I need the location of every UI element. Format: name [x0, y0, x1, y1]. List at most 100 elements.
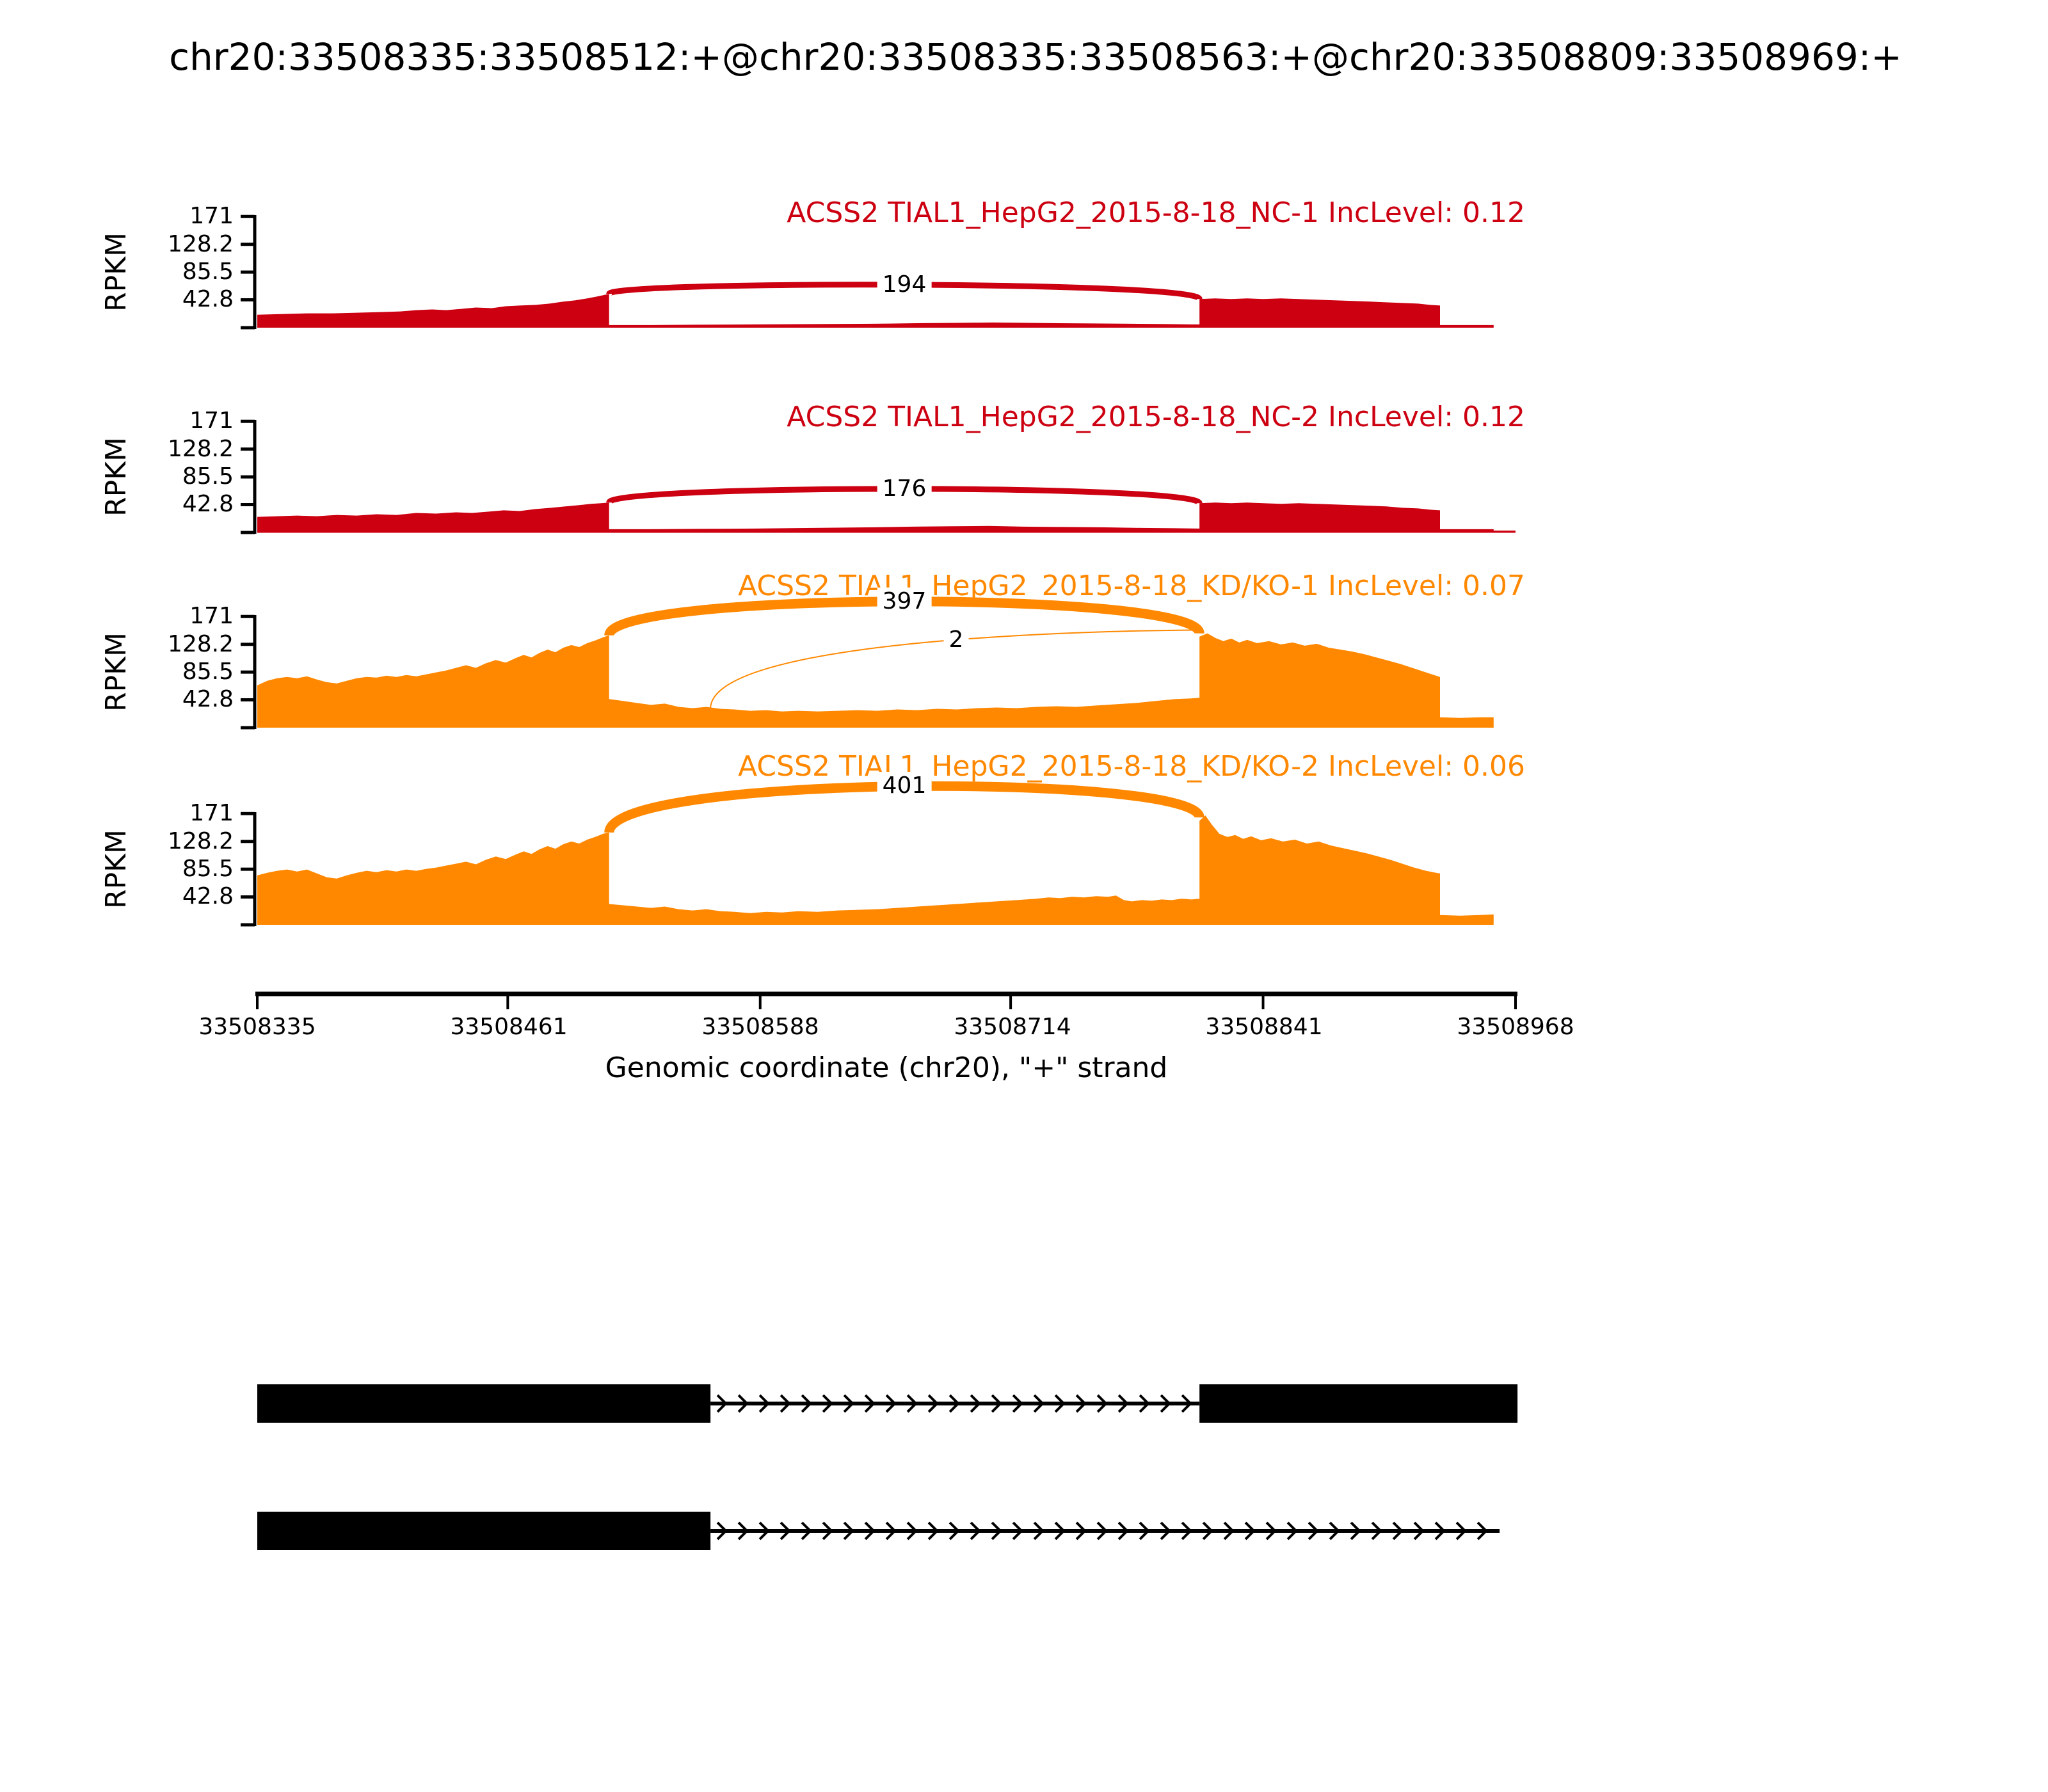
junction-count-label-kd1-minor: 2 [943, 626, 969, 654]
strand-arrow-chevron [1075, 1521, 1087, 1540]
x-axis-label: Genomic coordinate (chr20), "+" strand [605, 1052, 1168, 1084]
ytick-128-2: 128.2 [167, 631, 234, 657]
strand-arrow-chevron [801, 1394, 812, 1413]
strand-arrow-chevron [1139, 1394, 1150, 1413]
strand-arrow-chevron [716, 1394, 728, 1413]
exon-box [257, 1384, 711, 1423]
track-title-nc1: ACSS2 TIAL1_HepG2_2015-8-18_NC-1 IncLeve… [787, 196, 1525, 229]
track-title-nc2: ACSS2 TIAL1_HepG2_2015-8-18_NC-2 IncLeve… [787, 401, 1525, 433]
strand-arrow-chevron [780, 1394, 791, 1413]
ytick-85-5: 85.5 [182, 463, 234, 490]
strand-arrow-chevron [1308, 1521, 1319, 1540]
ytick-85-5: 85.5 [182, 856, 234, 882]
ytick-128-2: 128.2 [167, 436, 234, 462]
figure-title: chr20:33508335:33508512:+@chr20:33508335… [169, 35, 1902, 79]
ytick-171: 171 [189, 800, 234, 826]
strand-arrow-chevron [1244, 1521, 1256, 1540]
strand-arrow-chevron [822, 1521, 833, 1540]
strand-arrow-chevron [1329, 1521, 1340, 1540]
track-title-kd1: ACSS2 TIAL1_HepG2_2015-8-18_KD/KO-1 IncL… [738, 570, 1525, 602]
strand-arrow-chevron [1455, 1521, 1467, 1540]
strand-arrow-chevron [948, 1394, 960, 1413]
strand-arrow-chevron [991, 1394, 1002, 1413]
strand-arrow-chevron [737, 1394, 749, 1413]
xtick-33508461: 33508461 [450, 1014, 568, 1040]
strand-arrow-chevron [1181, 1394, 1192, 1413]
strand-arrow-chevron [1033, 1394, 1044, 1413]
strand-arrow-chevron [1117, 1394, 1129, 1413]
xtick-33508335: 33508335 [198, 1014, 316, 1040]
ytick-171: 171 [189, 603, 234, 629]
ytick-42-8: 42.8 [182, 286, 234, 312]
strand-arrow-chevron [1054, 1521, 1066, 1540]
ytick-42-8: 42.8 [182, 686, 234, 712]
ytick-171: 171 [189, 203, 234, 229]
junction-count-label-kd1: 397 [877, 588, 932, 616]
strand-arrow-chevron [1202, 1521, 1213, 1540]
track-title-kd2: ACSS2 TIAL1_HepG2_2015-8-18_KD/KO-2 IncL… [738, 750, 1525, 783]
xtick-33508714: 33508714 [954, 1014, 1071, 1040]
strand-arrow-chevron [1033, 1521, 1044, 1540]
strand-arrow-chevron [1012, 1394, 1023, 1413]
strand-arrow-chevron [991, 1521, 1002, 1540]
strand-arrow-chevron [1413, 1521, 1425, 1540]
strand-arrow-chevron [864, 1394, 876, 1413]
strand-arrow-chevron [1139, 1521, 1150, 1540]
strand-arrow-chevron [1476, 1521, 1488, 1540]
strand-arrow-chevron [1392, 1521, 1404, 1540]
strand-arrow-chevron [1350, 1521, 1361, 1540]
junction-count-label-nc2: 176 [877, 475, 932, 503]
strand-arrow-chevron [1075, 1394, 1087, 1413]
exon-box [1199, 1384, 1518, 1423]
coverage-fill-track2 [257, 502, 1494, 532]
strand-arrow-chevron [970, 1394, 981, 1413]
strand-arrow-chevron [843, 1394, 854, 1413]
ytick-42-8: 42.8 [182, 491, 234, 517]
strand-arrow-chevron [1096, 1521, 1108, 1540]
strand-arrow-chevron [1012, 1521, 1023, 1540]
junction-count-label-nc1: 194 [877, 271, 932, 299]
strand-arrow-chevron [801, 1521, 812, 1540]
strand-arrow-chevron [970, 1521, 981, 1540]
strand-arrow-chevron [1434, 1521, 1446, 1540]
ytick-42-8: 42.8 [182, 883, 234, 909]
strand-arrow-chevron [1117, 1521, 1129, 1540]
xtick-33508841: 33508841 [1205, 1014, 1323, 1040]
exon-box [257, 1512, 711, 1550]
ytick-128-2: 128.2 [167, 231, 234, 257]
strand-arrow-chevron [1096, 1394, 1108, 1413]
coverage-fill-track1 [257, 294, 1494, 328]
strand-arrow-chevron [906, 1394, 918, 1413]
coverage-fill-track3 [257, 633, 1494, 728]
xtick-33508968: 33508968 [1457, 1014, 1574, 1040]
coverage-fill-track4 [257, 815, 1494, 925]
strand-arrow-chevron [780, 1521, 791, 1540]
strand-arrow-chevron [737, 1521, 749, 1540]
ytick-171: 171 [189, 408, 234, 434]
ytick-128-2: 128.2 [167, 828, 234, 854]
strand-arrow-chevron [948, 1521, 960, 1540]
strand-arrow-chevron [758, 1394, 770, 1413]
xtick-33508588: 33508588 [701, 1014, 819, 1040]
strand-arrow-chevron [1054, 1394, 1066, 1413]
strand-arrow-chevron [927, 1521, 939, 1540]
strand-arrow-chevron [864, 1521, 876, 1540]
strand-arrow-chevron [822, 1394, 833, 1413]
strand-arrow-chevron [1160, 1521, 1171, 1540]
strand-arrow-chevron [1286, 1521, 1298, 1540]
strand-arrow-chevron [885, 1521, 897, 1540]
junction-count-label-kd2: 401 [877, 772, 932, 800]
strand-arrow-chevron [1160, 1394, 1171, 1413]
strand-arrow-chevron [1223, 1521, 1235, 1540]
ytick-85-5: 85.5 [182, 659, 234, 685]
strand-arrow-chevron [1371, 1521, 1382, 1540]
ytick-85-5: 85.5 [182, 259, 234, 285]
strand-arrow-chevron [716, 1521, 728, 1540]
strand-arrow-chevron [758, 1521, 770, 1540]
strand-arrow-chevron [927, 1394, 939, 1413]
strand-arrow-chevron [885, 1394, 897, 1413]
strand-arrow-chevron [843, 1521, 854, 1540]
strand-arrow-chevron [1265, 1521, 1277, 1540]
